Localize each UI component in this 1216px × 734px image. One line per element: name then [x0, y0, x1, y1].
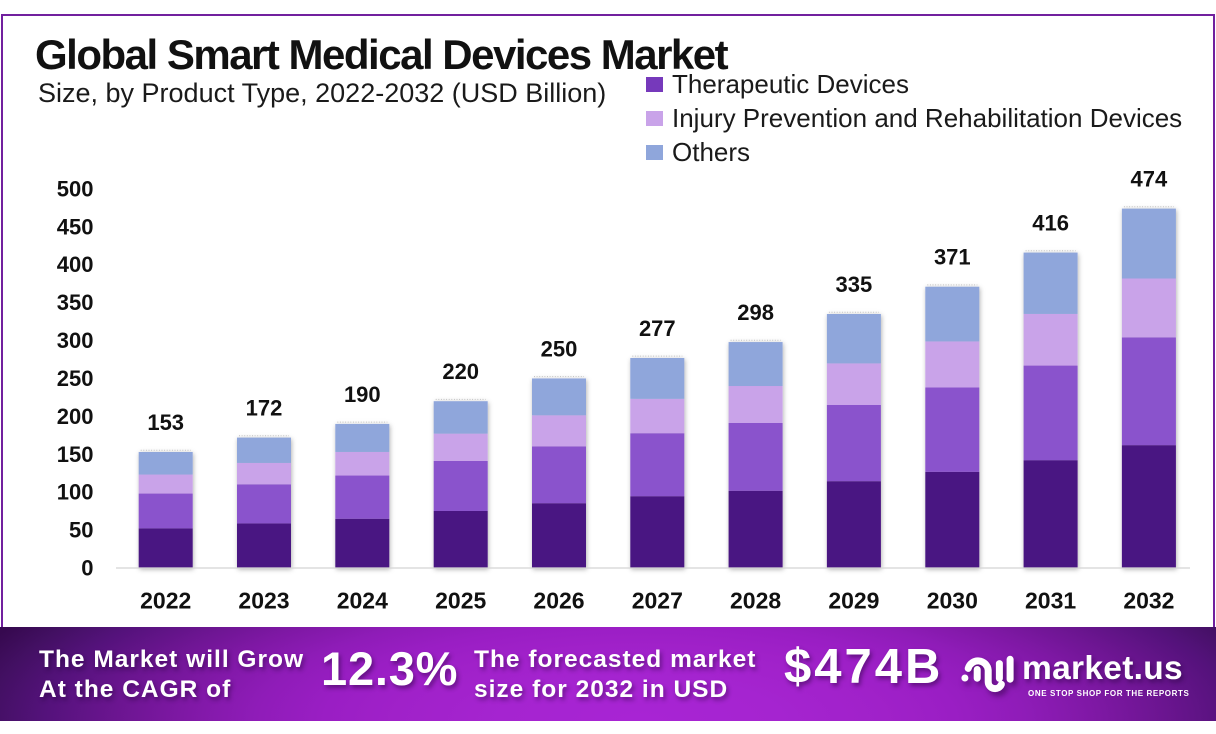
- svg-text:0: 0: [81, 556, 93, 581]
- svg-text:400: 400: [57, 252, 94, 277]
- svg-text:2031: 2031: [1025, 588, 1076, 614]
- svg-text:371: 371: [934, 245, 971, 270]
- svg-text:474: 474: [1131, 167, 1168, 192]
- svg-text:2026: 2026: [533, 588, 584, 614]
- svg-text:2030: 2030: [927, 588, 978, 614]
- svg-text:2023: 2023: [238, 588, 289, 614]
- svg-text:2024: 2024: [337, 588, 388, 614]
- svg-text:172: 172: [246, 396, 283, 421]
- svg-text:2029: 2029: [828, 588, 879, 614]
- svg-text:2022: 2022: [140, 588, 191, 614]
- svg-text:298: 298: [737, 300, 774, 325]
- svg-text:190: 190: [344, 382, 381, 407]
- svg-text:50: 50: [69, 518, 93, 543]
- svg-text:416: 416: [1032, 211, 1069, 236]
- svg-text:200: 200: [57, 404, 94, 429]
- svg-text:500: 500: [57, 176, 94, 201]
- svg-text:250: 250: [57, 366, 94, 391]
- svg-text:350: 350: [57, 290, 94, 315]
- svg-text:250: 250: [541, 337, 578, 362]
- svg-text:277: 277: [639, 316, 676, 341]
- svg-text:335: 335: [836, 272, 873, 297]
- svg-text:2025: 2025: [435, 588, 486, 614]
- svg-text:153: 153: [147, 410, 184, 435]
- svg-text:150: 150: [57, 442, 94, 467]
- svg-text:2032: 2032: [1123, 588, 1174, 614]
- svg-text:220: 220: [442, 359, 479, 384]
- svg-text:100: 100: [57, 480, 94, 505]
- svg-text:450: 450: [57, 214, 94, 239]
- svg-text:2027: 2027: [632, 588, 683, 614]
- svg-text:2028: 2028: [730, 588, 781, 614]
- svg-text:300: 300: [57, 328, 94, 353]
